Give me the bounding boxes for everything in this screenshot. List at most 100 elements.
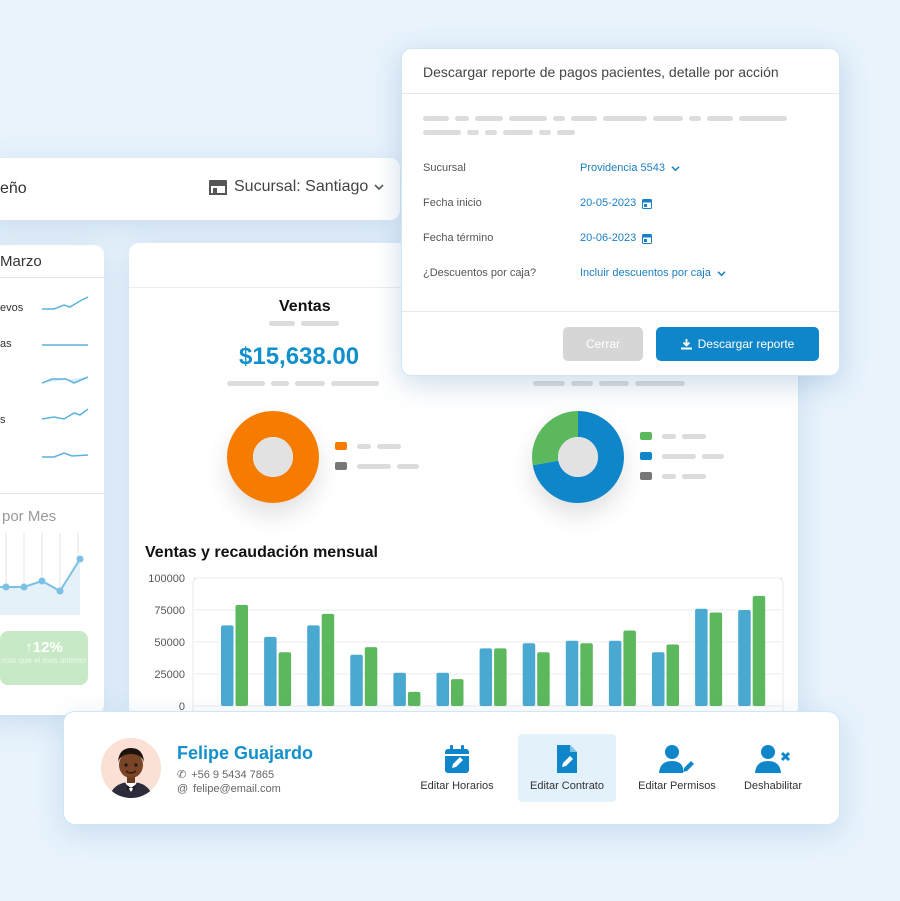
bar-green <box>278 652 292 706</box>
placeholder-line <box>331 381 379 386</box>
calendar-icon <box>642 198 653 209</box>
dashboard-header: eño Sucursal: Santiago <box>0 158 400 220</box>
end-date-label: Fecha término <box>423 232 494 244</box>
download-report-label: Descargar reporte <box>697 337 795 351</box>
legend-swatch <box>640 432 652 440</box>
start-date-field[interactable]: 20-05-2023 <box>580 197 653 209</box>
legend-swatch <box>640 472 652 480</box>
bar-green <box>580 643 593 706</box>
chevron-down-icon <box>374 184 384 191</box>
placeholder-line <box>739 116 787 121</box>
at-icon: @ <box>177 783 189 795</box>
download-report-modal: Descargar reporte de pagos pacientes, de… <box>401 48 840 376</box>
legend-swatch <box>335 462 347 470</box>
placeholder-line <box>397 464 419 469</box>
legend-swatch <box>640 452 652 460</box>
placeholder-line <box>682 434 706 439</box>
edit-schedule-button[interactable]: Editar Horarios <box>408 734 506 802</box>
download-icon <box>680 338 692 349</box>
sparkline <box>42 296 89 310</box>
branch-field-label: Sucursal <box>423 162 466 174</box>
stat-label: evos <box>0 302 24 314</box>
bar-green <box>623 630 636 706</box>
growth-caption: más que el mes anterior <box>1 656 87 665</box>
placeholder-line <box>571 116 597 121</box>
divider <box>402 311 839 312</box>
start-date-value: 20-05-2023 <box>580 197 637 209</box>
bar-blue <box>695 608 708 706</box>
branch-select-value: Providencia 5543 <box>580 162 666 174</box>
bar-green <box>235 604 248 706</box>
sparkline <box>41 408 89 420</box>
placeholder-line <box>539 130 551 135</box>
bar-blue <box>608 640 622 706</box>
growth-value-row: ↑12% <box>0 639 88 656</box>
placeholder-line <box>357 464 391 469</box>
download-report-button[interactable]: Descargar reporte <box>656 327 819 361</box>
placeholder-line <box>702 454 724 459</box>
user-phone: +56 9 5434 7865 <box>191 768 275 781</box>
disable-user-label: Deshabilitar <box>743 780 803 792</box>
bar-green <box>537 652 550 706</box>
placeholder-line <box>662 474 676 479</box>
donut-svg <box>227 411 319 503</box>
placeholder-line <box>227 381 265 386</box>
donut-slice-orange <box>227 411 319 503</box>
month-title: Marzo <box>0 253 42 270</box>
end-date-field[interactable]: 20-06-2023 <box>580 232 653 244</box>
placeholder-line <box>377 444 401 449</box>
avatar <box>101 738 161 798</box>
page-title: eño <box>0 180 27 197</box>
y-axis-ticks: 100000 75000 50000 25000 0 <box>148 573 185 713</box>
user-phone-row: ✆ +56 9 5434 7865 <box>177 768 275 782</box>
stat-label: as <box>0 338 12 350</box>
donut-svg <box>532 411 624 503</box>
bar-green <box>709 612 723 706</box>
bar-blue <box>264 636 277 706</box>
branch-selector[interactable]: Sucursal: Santiago <box>208 178 384 196</box>
branch-select[interactable]: Providencia 5543 <box>580 162 680 174</box>
edit-permissions-button[interactable]: Editar Permisos <box>628 734 726 802</box>
sparkline <box>42 344 88 346</box>
close-button[interactable]: Cerrar <box>563 327 643 361</box>
chart-title: por Mes <box>2 508 57 525</box>
monthly-bar-chart: 100000 75000 50000 25000 0 <box>148 573 784 715</box>
y-tick-label: 50000 <box>154 637 185 649</box>
user-edit-icon <box>659 745 694 773</box>
placeholder-line <box>269 321 295 326</box>
bar-blue <box>565 640 579 706</box>
edit-contract-button[interactable]: Editar Contrato <box>518 734 616 802</box>
arrow-up-icon: ↑ <box>25 639 33 656</box>
bar-green <box>494 648 507 706</box>
user-remove-icon <box>755 745 791 773</box>
end-date-value: 20-06-2023 <box>580 232 637 244</box>
placeholder-line <box>689 116 701 121</box>
placeholder-line <box>503 130 533 135</box>
discounts-select-value: Incluir descuentos por caja <box>580 267 711 279</box>
sparkline <box>41 376 89 384</box>
branch-label: Sucursal: Santiago <box>234 178 369 195</box>
monthly-stats-card: Marzo evos as s por Mes ↑12% más que el … <box>0 245 104 715</box>
y-tick-label: 100000 <box>148 573 185 585</box>
divider <box>0 493 104 494</box>
placeholder-line <box>485 130 497 135</box>
sales-amount: $15,638.00 <box>239 343 360 370</box>
legend-swatch <box>335 442 347 450</box>
y-tick-label: 25000 <box>154 669 185 681</box>
stat-label: s <box>0 414 6 426</box>
sales-title: Ventas <box>279 298 331 315</box>
placeholder-line <box>599 381 629 386</box>
discounts-select[interactable]: Incluir descuentos por caja <box>580 267 726 279</box>
calendar-icon <box>642 233 653 244</box>
left-donut <box>227 411 319 503</box>
discounts-label: ¿Descuentos por caja? <box>423 267 537 279</box>
donut-slice-green <box>532 411 624 503</box>
calendar-edit-icon <box>445 745 469 773</box>
disable-user-button[interactable]: Deshabilitar <box>724 734 822 802</box>
placeholder-line <box>423 130 461 135</box>
placeholder-line <box>635 381 685 386</box>
bar-blue <box>393 672 406 706</box>
bar-chart-title: Ventas y recaudación mensual <box>145 544 378 561</box>
bar-green <box>752 595 766 706</box>
sparkline <box>42 452 89 458</box>
